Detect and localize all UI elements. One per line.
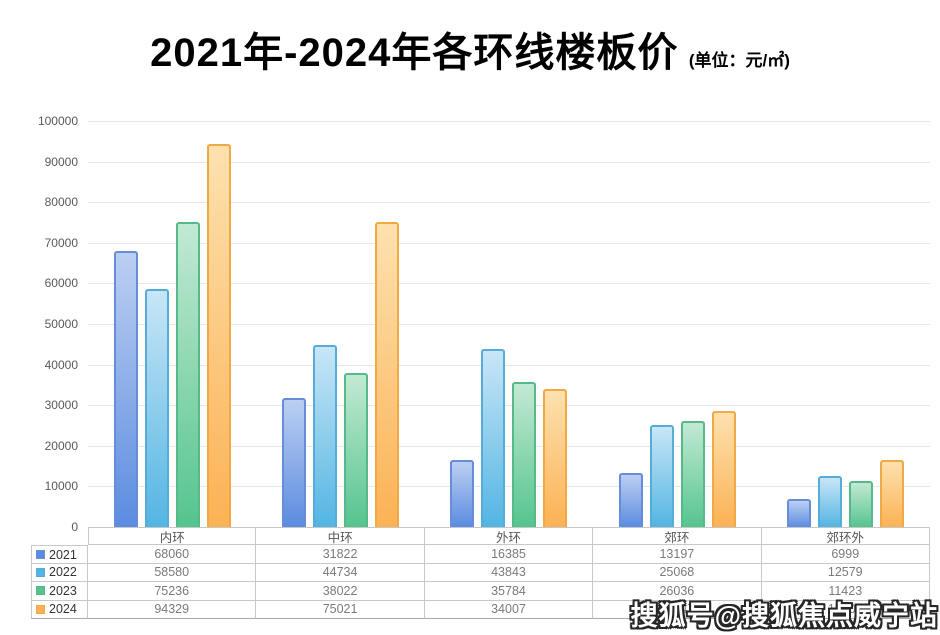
bar-2024-外环 bbox=[543, 389, 568, 527]
y-axis-tick-label: 50000 bbox=[44, 317, 78, 331]
gridline-90000 bbox=[88, 161, 930, 163]
gridline-70000 bbox=[88, 242, 930, 244]
bar-2023-郊环 bbox=[680, 421, 705, 527]
bar-group-郊环 bbox=[593, 411, 761, 527]
table-value-2021-内环: 68060 bbox=[88, 545, 257, 564]
bar-group-内环 bbox=[88, 144, 256, 527]
bar-2021-郊环 bbox=[618, 473, 643, 527]
table-header-郊环: 郊环 bbox=[593, 527, 762, 546]
gridline-30000 bbox=[88, 405, 930, 407]
y-axis-tick-label: 0 bbox=[71, 520, 78, 534]
table-value-2023-外环: 35784 bbox=[424, 582, 594, 601]
y-axis-tick-label: 70000 bbox=[44, 235, 78, 250]
chart-title: 2021年-2024年各环线楼板价 bbox=[150, 31, 679, 75]
gridline-80000 bbox=[88, 202, 930, 204]
legend-cell-2023: 2023 bbox=[31, 582, 88, 601]
table-value-2022-外环: 43843 bbox=[424, 563, 594, 583]
bar-2024-郊环 bbox=[711, 411, 736, 527]
table-value-2022-内环: 58580 bbox=[88, 563, 257, 583]
gridline-60000 bbox=[88, 283, 930, 285]
y-axis-tick-label: 80000 bbox=[44, 195, 78, 210]
table-value-2023-郊环外: 11423 bbox=[761, 582, 930, 601]
table-header-中环: 中环 bbox=[256, 527, 425, 546]
bar-2021-郊环外 bbox=[787, 499, 812, 527]
bar-2022-郊环外 bbox=[818, 476, 843, 527]
bar-group-中环 bbox=[256, 222, 424, 527]
bar-2021-内环 bbox=[113, 251, 138, 527]
table-value-2022-郊环外: 12579 bbox=[761, 563, 930, 583]
table-header-内环: 内环 bbox=[88, 527, 257, 546]
legend-swatch-2021 bbox=[36, 550, 45, 560]
plot-area bbox=[88, 121, 930, 528]
gridline-10000 bbox=[88, 486, 930, 488]
legend-swatch-2024 bbox=[36, 604, 45, 614]
bar-2022-外环 bbox=[481, 349, 506, 527]
y-axis-tick-label: 10000 bbox=[44, 479, 78, 494]
y-axis-tick-label: 20000 bbox=[44, 438, 78, 453]
bar-2023-郊环外 bbox=[849, 481, 874, 527]
table-value-2021-外环: 16385 bbox=[424, 545, 594, 564]
table-value-2021-郊环外: 6999 bbox=[761, 545, 930, 564]
table-value-2023-内环: 75236 bbox=[88, 582, 257, 601]
y-axis-tick-label: 100000 bbox=[37, 114, 78, 128]
y-axis-tick-label: 60000 bbox=[44, 276, 78, 291]
bar-2023-内环 bbox=[175, 222, 200, 527]
table-value-2022-中环: 44734 bbox=[256, 563, 425, 583]
bar-2021-中环 bbox=[282, 398, 307, 527]
table-value-2024-郊环外: 16500 bbox=[761, 600, 930, 619]
table-header-外环: 外环 bbox=[424, 527, 594, 546]
table-header-郊环外: 郊环外 bbox=[761, 527, 930, 546]
bar-2024-郊环外 bbox=[880, 460, 905, 527]
chart-unit-label: (单位：元/㎡) bbox=[688, 51, 790, 70]
gridline-40000 bbox=[88, 364, 930, 366]
legend-cell-2022: 2022 bbox=[31, 563, 88, 583]
legend-label-2024: 2024 bbox=[49, 602, 77, 617]
legend-label-2023: 2023 bbox=[49, 583, 77, 598]
legend-swatch-2022 bbox=[36, 567, 45, 577]
gridline-100000 bbox=[88, 121, 930, 122]
bar-2023-外环 bbox=[512, 382, 537, 527]
watermark: 搜狐号@搜狐焦点威宁站 bbox=[630, 601, 938, 631]
bar-2023-中环 bbox=[344, 373, 369, 527]
gridline-50000 bbox=[88, 324, 930, 325]
bar-2022-郊环 bbox=[649, 425, 674, 527]
bar-group-郊环外 bbox=[762, 460, 930, 527]
bar-2021-外环 bbox=[450, 460, 475, 527]
table-value-2024-中环: 75021 bbox=[256, 600, 425, 619]
legend-swatch-2023 bbox=[36, 586, 45, 596]
table-value-2022-郊环: 25068 bbox=[593, 563, 762, 583]
bar-2022-内环 bbox=[144, 289, 169, 527]
table-value-2023-中环: 38022 bbox=[256, 582, 425, 601]
legend-label-2021: 2021 bbox=[49, 547, 77, 562]
legend-cell-2024: 2024 bbox=[31, 600, 88, 619]
legend-cell-2021: 2021 bbox=[31, 545, 88, 564]
y-axis-tick-label: 40000 bbox=[44, 357, 78, 372]
table-value-2024-外环: 34007 bbox=[424, 600, 594, 619]
table-value-2024-内环: 94329 bbox=[88, 600, 257, 619]
bar-2022-中环 bbox=[313, 345, 338, 527]
bar-2024-内环 bbox=[206, 144, 231, 527]
bar-2024-中环 bbox=[375, 222, 400, 527]
legend-label-2022: 2022 bbox=[49, 565, 77, 580]
bar-group-外环 bbox=[425, 349, 593, 527]
table-value-2021-郊环: 13197 bbox=[593, 545, 762, 564]
data-table: 内环 中环 外环 郊环 郊环外 2021 68060 31822 16385 13197 6999 2… bbox=[31, 527, 930, 619]
y-axis-tick-label: 30000 bbox=[44, 398, 78, 413]
table-value-2021-中环: 31822 bbox=[256, 545, 425, 564]
table-value-2024-郊环: 28647 bbox=[593, 600, 762, 619]
table-value-2023-郊环: 26036 bbox=[593, 582, 762, 601]
y-axis-tick-label: 90000 bbox=[44, 154, 78, 169]
gridline-20000 bbox=[88, 445, 930, 447]
chart-title-row: 2021年-2024年各环线楼板价 (单位：元/㎡) bbox=[0, 20, 940, 78]
